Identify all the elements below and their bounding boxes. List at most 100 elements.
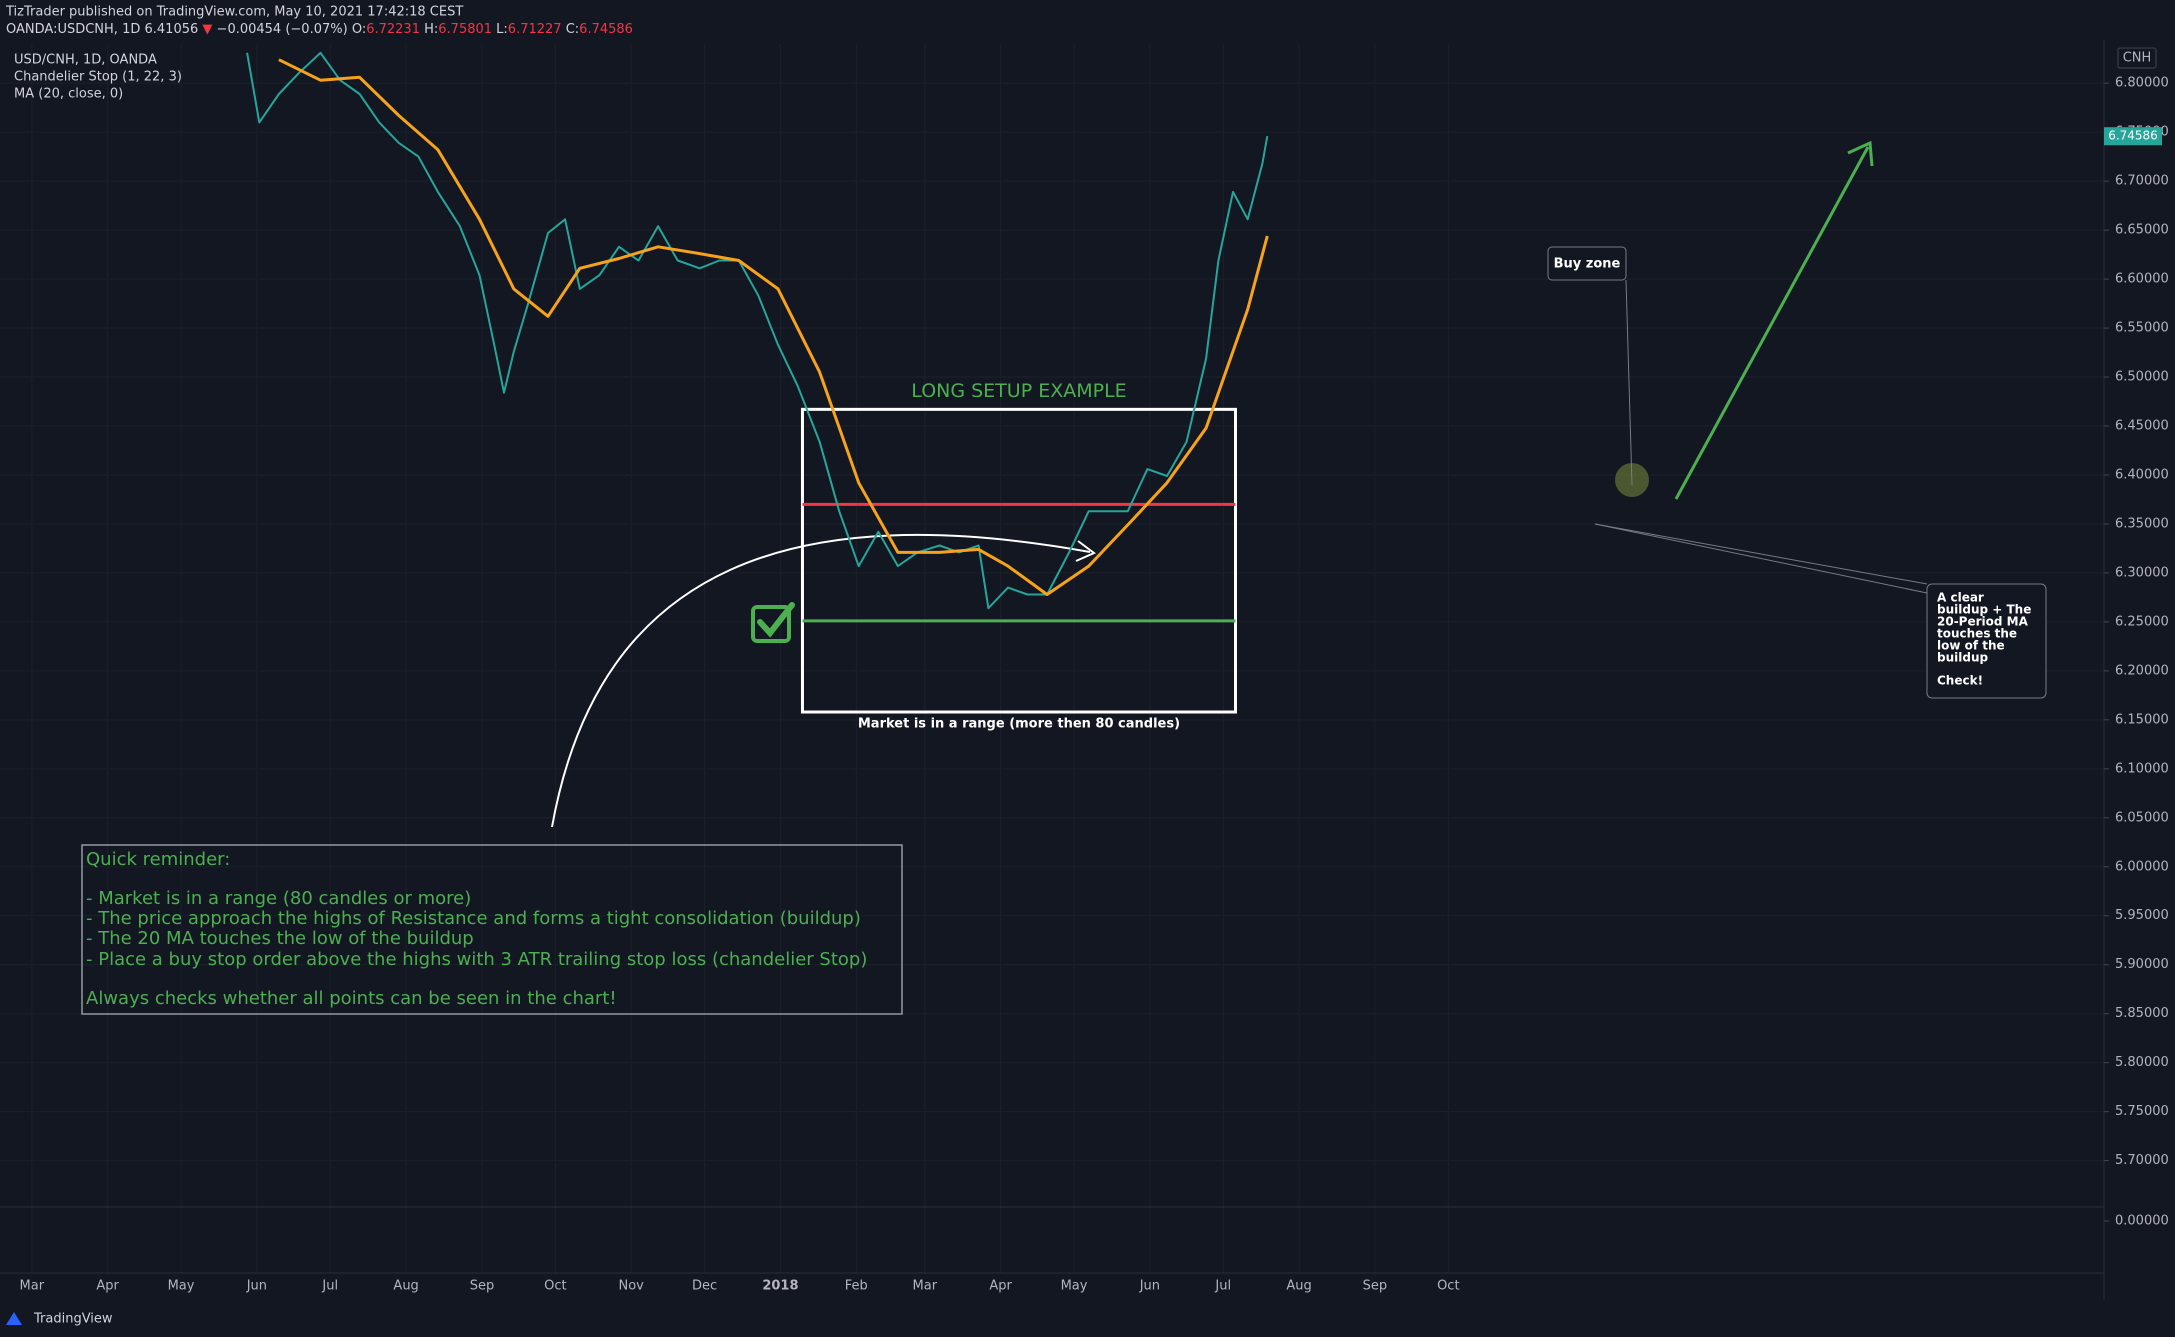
symbol-line: OANDA:USDCNH, 1D 6.41056 ▼ −0.00454 (−0.… bbox=[6, 22, 633, 37]
x-tick-label: Aug bbox=[393, 1279, 418, 1294]
x-tick-label: Feb bbox=[845, 1279, 868, 1294]
currency: CNH bbox=[2123, 51, 2152, 66]
y-tick-label: 5.80000 bbox=[2115, 1055, 2169, 1070]
y-tick-label: 6.30000 bbox=[2115, 565, 2169, 580]
reminder-line: Quick reminder: bbox=[86, 849, 230, 870]
callout-line: buildup bbox=[1937, 651, 1988, 665]
y-tick-label: 6.55000 bbox=[2115, 321, 2169, 336]
last-price-label: 6.74586 bbox=[2108, 129, 2158, 143]
direction: ▼ bbox=[202, 22, 212, 37]
x-tick-label: Apr bbox=[989, 1279, 1012, 1294]
buildup-circle bbox=[1615, 463, 1649, 497]
y-tick-label: 5.95000 bbox=[2115, 908, 2169, 923]
c-value: 6.74586 bbox=[579, 22, 633, 37]
currency-box bbox=[2117, 47, 2157, 69]
x-tick-label: Nov bbox=[619, 1279, 645, 1294]
x-tick-label: 2018 bbox=[762, 1279, 798, 1294]
reminder-line: - Place a buy stop order above the highs… bbox=[86, 949, 867, 970]
y-tick-label: 6.35000 bbox=[2115, 516, 2169, 531]
o-value: 6.72231 bbox=[366, 22, 420, 37]
y-tick-label: 5.90000 bbox=[2115, 957, 2169, 972]
legend-main: USD/CNH, 1D, OANDA bbox=[14, 53, 157, 68]
y-tick-label: 0.00000 bbox=[2115, 1214, 2169, 1229]
y-tick-label: 6.20000 bbox=[2115, 663, 2169, 678]
x-tick-label: Sep bbox=[1363, 1279, 1388, 1294]
buy-zone-box bbox=[1547, 246, 1627, 281]
reminder-line: Always checks whether all points can be … bbox=[86, 988, 617, 1009]
x-tick-label: Sep bbox=[470, 1279, 495, 1294]
reminder-text: Quick reminder: - Market is in a range (8… bbox=[86, 849, 867, 1009]
x-tick-label: Jun bbox=[1139, 1279, 1160, 1294]
x-tick-label: Oct bbox=[544, 1279, 566, 1294]
x-tick-label: Mar bbox=[913, 1279, 938, 1294]
x-tick-label: Apr bbox=[96, 1279, 119, 1294]
series-line bbox=[246, 51, 1269, 610]
reminder-line: - Market is in a range (80 candles or mo… bbox=[86, 888, 471, 909]
callout-line: touches the bbox=[1937, 627, 2017, 641]
legend-chandelier: Chandelier Stop (1, 22, 3) bbox=[14, 70, 182, 85]
range-box bbox=[800, 407, 1237, 714]
range-title: LONG SETUP EXAMPLE bbox=[911, 380, 1126, 402]
l-value: 6.71227 bbox=[508, 22, 562, 37]
callout-pointer bbox=[1594, 523, 1928, 594]
y-tick-label: 6.45000 bbox=[2115, 419, 2169, 434]
h-value: 6.75801 bbox=[438, 22, 492, 37]
x-tick-label: May bbox=[1061, 1279, 1088, 1294]
h-label: H: bbox=[424, 22, 438, 37]
reminder-box bbox=[81, 844, 903, 1015]
symbol: OANDA:USDCNH, 1D bbox=[6, 22, 140, 37]
x-tick-label: Dec bbox=[692, 1279, 717, 1294]
range-caption: Market is in a range (more then 80 candl… bbox=[858, 717, 1180, 732]
y-tick-label: 6.05000 bbox=[2115, 810, 2169, 825]
last-price-tag bbox=[2104, 127, 2162, 146]
curved-arrow bbox=[551, 533, 1091, 828]
up-arrow bbox=[1674, 146, 1870, 500]
y-tick-label: 6.80000 bbox=[2115, 76, 2169, 91]
last: 6.41056 bbox=[145, 22, 199, 37]
publisher: TizTrader published on TradingView.com, … bbox=[5, 5, 463, 20]
series-line bbox=[278, 58, 1269, 596]
x-tick-label: Oct bbox=[1437, 1279, 1459, 1294]
buy-zone-label: Buy zone bbox=[1554, 257, 1621, 272]
y-tick-label: 6.00000 bbox=[2115, 859, 2169, 874]
y-tick-label: 6.15000 bbox=[2115, 712, 2169, 727]
c-label: C: bbox=[566, 22, 579, 37]
y-tick-label: 6.40000 bbox=[2115, 467, 2169, 482]
callout-pointer bbox=[1594, 523, 1928, 585]
reminder-line: - The price approach the highs of Resist… bbox=[86, 908, 861, 929]
footer-bar bbox=[0, 1302, 2175, 1337]
x-tick-label: May bbox=[168, 1279, 195, 1294]
y-tick-label: 5.75000 bbox=[2115, 1104, 2169, 1119]
x-tick-label: Jul bbox=[1214, 1279, 1231, 1294]
callout-line: buildup + The bbox=[1937, 603, 2031, 617]
x-tick-label: Jun bbox=[246, 1279, 267, 1294]
callout-check: Check! bbox=[1937, 674, 1983, 688]
curved-arrow-head bbox=[1075, 540, 1096, 562]
y-tick-label: 6.60000 bbox=[2115, 272, 2169, 287]
x-tick-label: Mar bbox=[20, 1279, 45, 1294]
change: −0.00454 (−0.07%) bbox=[217, 22, 348, 37]
o-label: O: bbox=[352, 22, 366, 37]
y-tick-label: 6.70000 bbox=[2115, 174, 2169, 189]
brand-logo bbox=[6, 1312, 22, 1325]
grid bbox=[0, 44, 2104, 1273]
check-icon bbox=[751, 602, 795, 643]
y-tick-label: 6.50000 bbox=[2115, 370, 2169, 385]
brand: TradingView bbox=[33, 1312, 113, 1327]
up-arrow-head bbox=[1847, 140, 1874, 167]
callout-line: low of the bbox=[1937, 639, 2005, 653]
buy-zone-pointer bbox=[1625, 279, 1633, 486]
callout-line: 20-Period MA bbox=[1937, 615, 2029, 629]
y-tick-label: 6.25000 bbox=[2115, 614, 2169, 629]
y-tick-label: 5.85000 bbox=[2115, 1006, 2169, 1021]
reminder-line: - The 20 MA touches the low of the build… bbox=[86, 928, 474, 949]
callout-line: A clear bbox=[1937, 591, 1984, 605]
callout-box bbox=[1926, 583, 2047, 699]
legend-ma: MA (20, close, 0) bbox=[14, 87, 123, 102]
y-tick-label: 6.10000 bbox=[2115, 761, 2169, 776]
y-tick-label: 5.70000 bbox=[2115, 1153, 2169, 1168]
x-tick-label: Jul bbox=[321, 1279, 338, 1294]
